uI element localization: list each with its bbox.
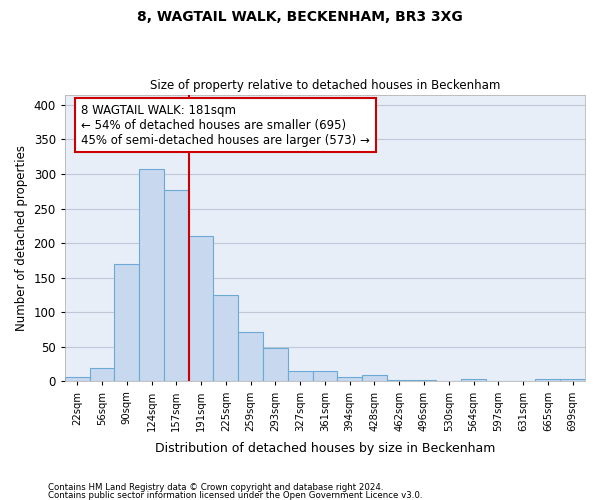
Bar [214, 295, 238, 382]
Bar [461, 378, 486, 382]
Bar [139, 168, 164, 382]
Text: Contains HM Land Registry data © Crown copyright and database right 2024.: Contains HM Land Registry data © Crown c… [48, 484, 383, 492]
Bar [65, 376, 89, 382]
Bar [115, 264, 139, 382]
Text: 8, WAGTAIL WALK, BECKENHAM, BR3 3XG: 8, WAGTAIL WALK, BECKENHAM, BR3 3XG [137, 10, 463, 24]
Bar [188, 236, 214, 382]
Bar [89, 368, 115, 382]
Text: 8 WAGTAIL WALK: 181sqm
← 54% of detached houses are smaller (695)
45% of semi-de: 8 WAGTAIL WALK: 181sqm ← 54% of detached… [81, 104, 370, 146]
Bar [164, 190, 188, 382]
Bar [362, 376, 387, 382]
Bar [387, 380, 412, 382]
Text: Contains public sector information licensed under the Open Government Licence v3: Contains public sector information licen… [48, 490, 422, 500]
Bar [238, 332, 263, 382]
Bar [263, 348, 288, 382]
Bar [288, 371, 313, 382]
Bar [337, 376, 362, 382]
Title: Size of property relative to detached houses in Beckenham: Size of property relative to detached ho… [150, 79, 500, 92]
Bar [535, 378, 560, 382]
Bar [412, 380, 436, 382]
Bar [560, 380, 585, 382]
Bar [313, 371, 337, 382]
X-axis label: Distribution of detached houses by size in Beckenham: Distribution of detached houses by size … [155, 442, 495, 455]
Y-axis label: Number of detached properties: Number of detached properties [15, 145, 28, 331]
